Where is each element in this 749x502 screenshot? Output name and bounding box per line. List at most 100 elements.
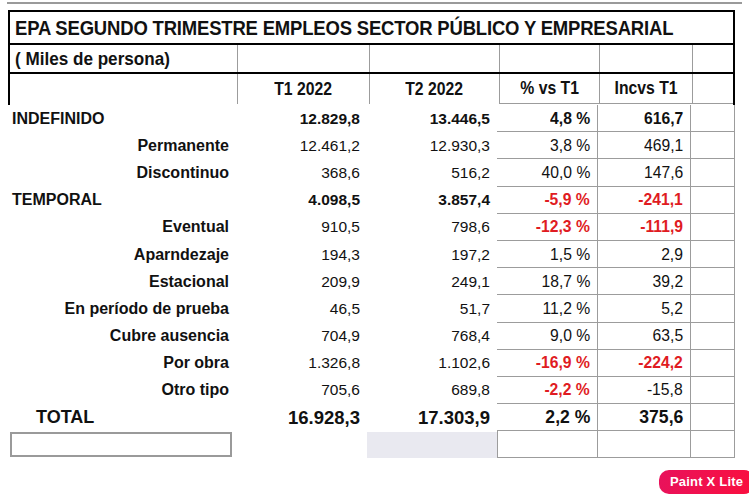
inc-cell[interactable]: 469,1: [597, 132, 690, 159]
cell-selection-outline: [10, 432, 232, 457]
column-header-pct-vs-t1[interactable]: % vs T1: [499, 74, 599, 104]
spacer-cell[interactable]: [690, 187, 735, 214]
t1-cell[interactable]: 12.829,8: [235, 105, 367, 132]
column-header-inc-vs-t1[interactable]: Incvs T1: [599, 74, 692, 104]
empty-header-cell: [499, 45, 599, 72]
inc-cell[interactable]: 63,5: [597, 323, 690, 350]
spacer-cell[interactable]: [690, 132, 735, 159]
spacer-cell[interactable]: [690, 295, 735, 322]
inc-cell[interactable]: 39,2: [597, 268, 690, 295]
table-header-block: EPA SEGUNDO TRIMESTRE EMPLEOS SECTOR PÚB…: [8, 10, 735, 105]
t2-cell[interactable]: 1.102,6: [367, 350, 497, 377]
spacer-cell[interactable]: [690, 214, 735, 241]
spacer-cell[interactable]: [690, 377, 735, 404]
inc-cell[interactable]: -15,8: [597, 377, 690, 404]
spacer-cell[interactable]: [690, 105, 735, 132]
inc-cell[interactable]: 2,9: [597, 241, 690, 268]
t1-cell[interactable]: 910,5: [235, 214, 367, 241]
t1-cell[interactable]: 705,6: [235, 377, 367, 404]
inc-cell[interactable]: 375,6: [597, 404, 690, 431]
spacer-cell[interactable]: [690, 241, 735, 268]
t1-cell[interactable]: 1.326,8: [235, 350, 367, 377]
title-row: EPA SEGUNDO TRIMESTRE EMPLEOS SECTOR PÚB…: [10, 12, 733, 45]
inc-cell[interactable]: -241,1: [597, 187, 690, 214]
t2-cell[interactable]: 3.857,4: [367, 187, 497, 214]
t1-cell[interactable]: 46,5: [235, 295, 367, 322]
t1-cell[interactable]: 4.098,5: [235, 187, 367, 214]
row-label-cell[interactable]: TEMPORAL: [8, 187, 235, 214]
t2-cell[interactable]: 12.930,3: [367, 132, 497, 159]
pct-cell[interactable]: -12,3 %: [497, 214, 597, 241]
column-header-t1-2022[interactable]: T1 2022: [237, 74, 369, 104]
spacer-cell[interactable]: [690, 404, 735, 431]
empty-header-cell: [692, 45, 733, 72]
empty-header-cell: [237, 45, 369, 72]
row-label-cell[interactable]: Aparndezaje: [8, 241, 235, 268]
pct-cell[interactable]: -2,2 %: [497, 377, 597, 404]
inc-cell[interactable]: 147,6: [597, 159, 690, 186]
row-label-cell[interactable]: TOTAL: [8, 404, 235, 431]
row-label-cell[interactable]: Eventual: [8, 214, 235, 241]
row-label-cell[interactable]: Discontinuo: [8, 159, 235, 186]
selected-empty-cell[interactable]: [8, 431, 235, 458]
row-label-cell[interactable]: En período de prueba: [8, 295, 235, 322]
paint-x-lite-watermark: Paint X Lite: [659, 470, 749, 494]
spacer-column-header: [692, 74, 733, 104]
empty-cell[interactable]: [497, 431, 597, 458]
pct-cell[interactable]: 3,8 %: [497, 132, 597, 159]
row-label-cell[interactable]: Por obra: [8, 350, 235, 377]
t1-cell[interactable]: 16.928,3: [235, 404, 367, 431]
row-label-cell[interactable]: Permanente: [8, 132, 235, 159]
spacer-cell[interactable]: [690, 431, 735, 458]
row-label-cell[interactable]: INDEFINIDO: [8, 105, 235, 132]
row-label-cell[interactable]: Otro tipo: [8, 377, 235, 404]
pct-cell[interactable]: 9,0 %: [497, 323, 597, 350]
pct-cell[interactable]: 18,7 %: [497, 268, 597, 295]
t2-cell[interactable]: 197,2: [367, 241, 497, 268]
units-row: ( Miles de persona): [10, 45, 733, 74]
pct-cell[interactable]: 40,0 %: [497, 159, 597, 186]
window-top-edge: [7, 2, 742, 4]
table-title: EPA SEGUNDO TRIMESTRE EMPLEOS SECTOR PÚB…: [15, 16, 673, 40]
units-cell: ( Miles de persona): [10, 45, 237, 72]
pct-cell[interactable]: 11,2 %: [497, 295, 597, 322]
t2-cell[interactable]: 17.303,9: [367, 404, 497, 431]
pct-cell[interactable]: 4,8 %: [497, 105, 597, 132]
inc-cell[interactable]: 616,7: [597, 105, 690, 132]
spacer-cell[interactable]: [690, 323, 735, 350]
row-label-cell[interactable]: Estacional: [8, 268, 235, 295]
inc-cell[interactable]: -224,2: [597, 350, 690, 377]
spacer-cell[interactable]: [690, 159, 735, 186]
t2-cell[interactable]: 798,6: [367, 214, 497, 241]
table-body: INDEFINIDO 12.829,8 13.446,5 4,8 % 616,7…: [8, 105, 735, 458]
t1-cell[interactable]: 368,6: [235, 159, 367, 186]
t2-cell[interactable]: 249,1: [367, 268, 497, 295]
pct-cell[interactable]: -5,9 %: [497, 187, 597, 214]
empty-header-cell: [599, 45, 692, 72]
t1-cell[interactable]: 12.461,2: [235, 132, 367, 159]
inc-cell[interactable]: -111,9: [597, 214, 690, 241]
pct-cell[interactable]: 1,5 %: [497, 241, 597, 268]
column-header-row: T1 2022 T2 2022 % vs T1 Incvs T1: [10, 74, 733, 104]
empty-header-cell: [369, 45, 499, 72]
highlighted-empty-cell[interactable]: [367, 432, 497, 458]
t2-cell[interactable]: 768,4: [367, 323, 497, 350]
column-header-t2-2022[interactable]: T2 2022: [369, 74, 499, 104]
t2-cell[interactable]: 51,7: [367, 295, 497, 322]
inc-cell[interactable]: 5,2: [597, 295, 690, 322]
t2-cell[interactable]: 516,2: [367, 159, 497, 186]
row-label-header-cell[interactable]: [10, 74, 237, 104]
empty-cell[interactable]: [597, 431, 690, 458]
t1-cell[interactable]: 209,9: [235, 268, 367, 295]
t1-cell[interactable]: 194,3: [235, 241, 367, 268]
empty-cell[interactable]: [235, 431, 367, 458]
row-label-cell[interactable]: Cubre ausencia: [8, 323, 235, 350]
t2-cell[interactable]: 13.446,5: [367, 105, 497, 132]
pct-cell[interactable]: 2,2 %: [497, 404, 597, 431]
spacer-cell[interactable]: [690, 350, 735, 377]
spacer-cell[interactable]: [690, 268, 735, 295]
pct-cell[interactable]: -16,9 %: [497, 350, 597, 377]
units-label: ( Miles de persona): [15, 48, 170, 70]
t2-cell[interactable]: 689,8: [367, 377, 497, 404]
t1-cell[interactable]: 704,9: [235, 323, 367, 350]
